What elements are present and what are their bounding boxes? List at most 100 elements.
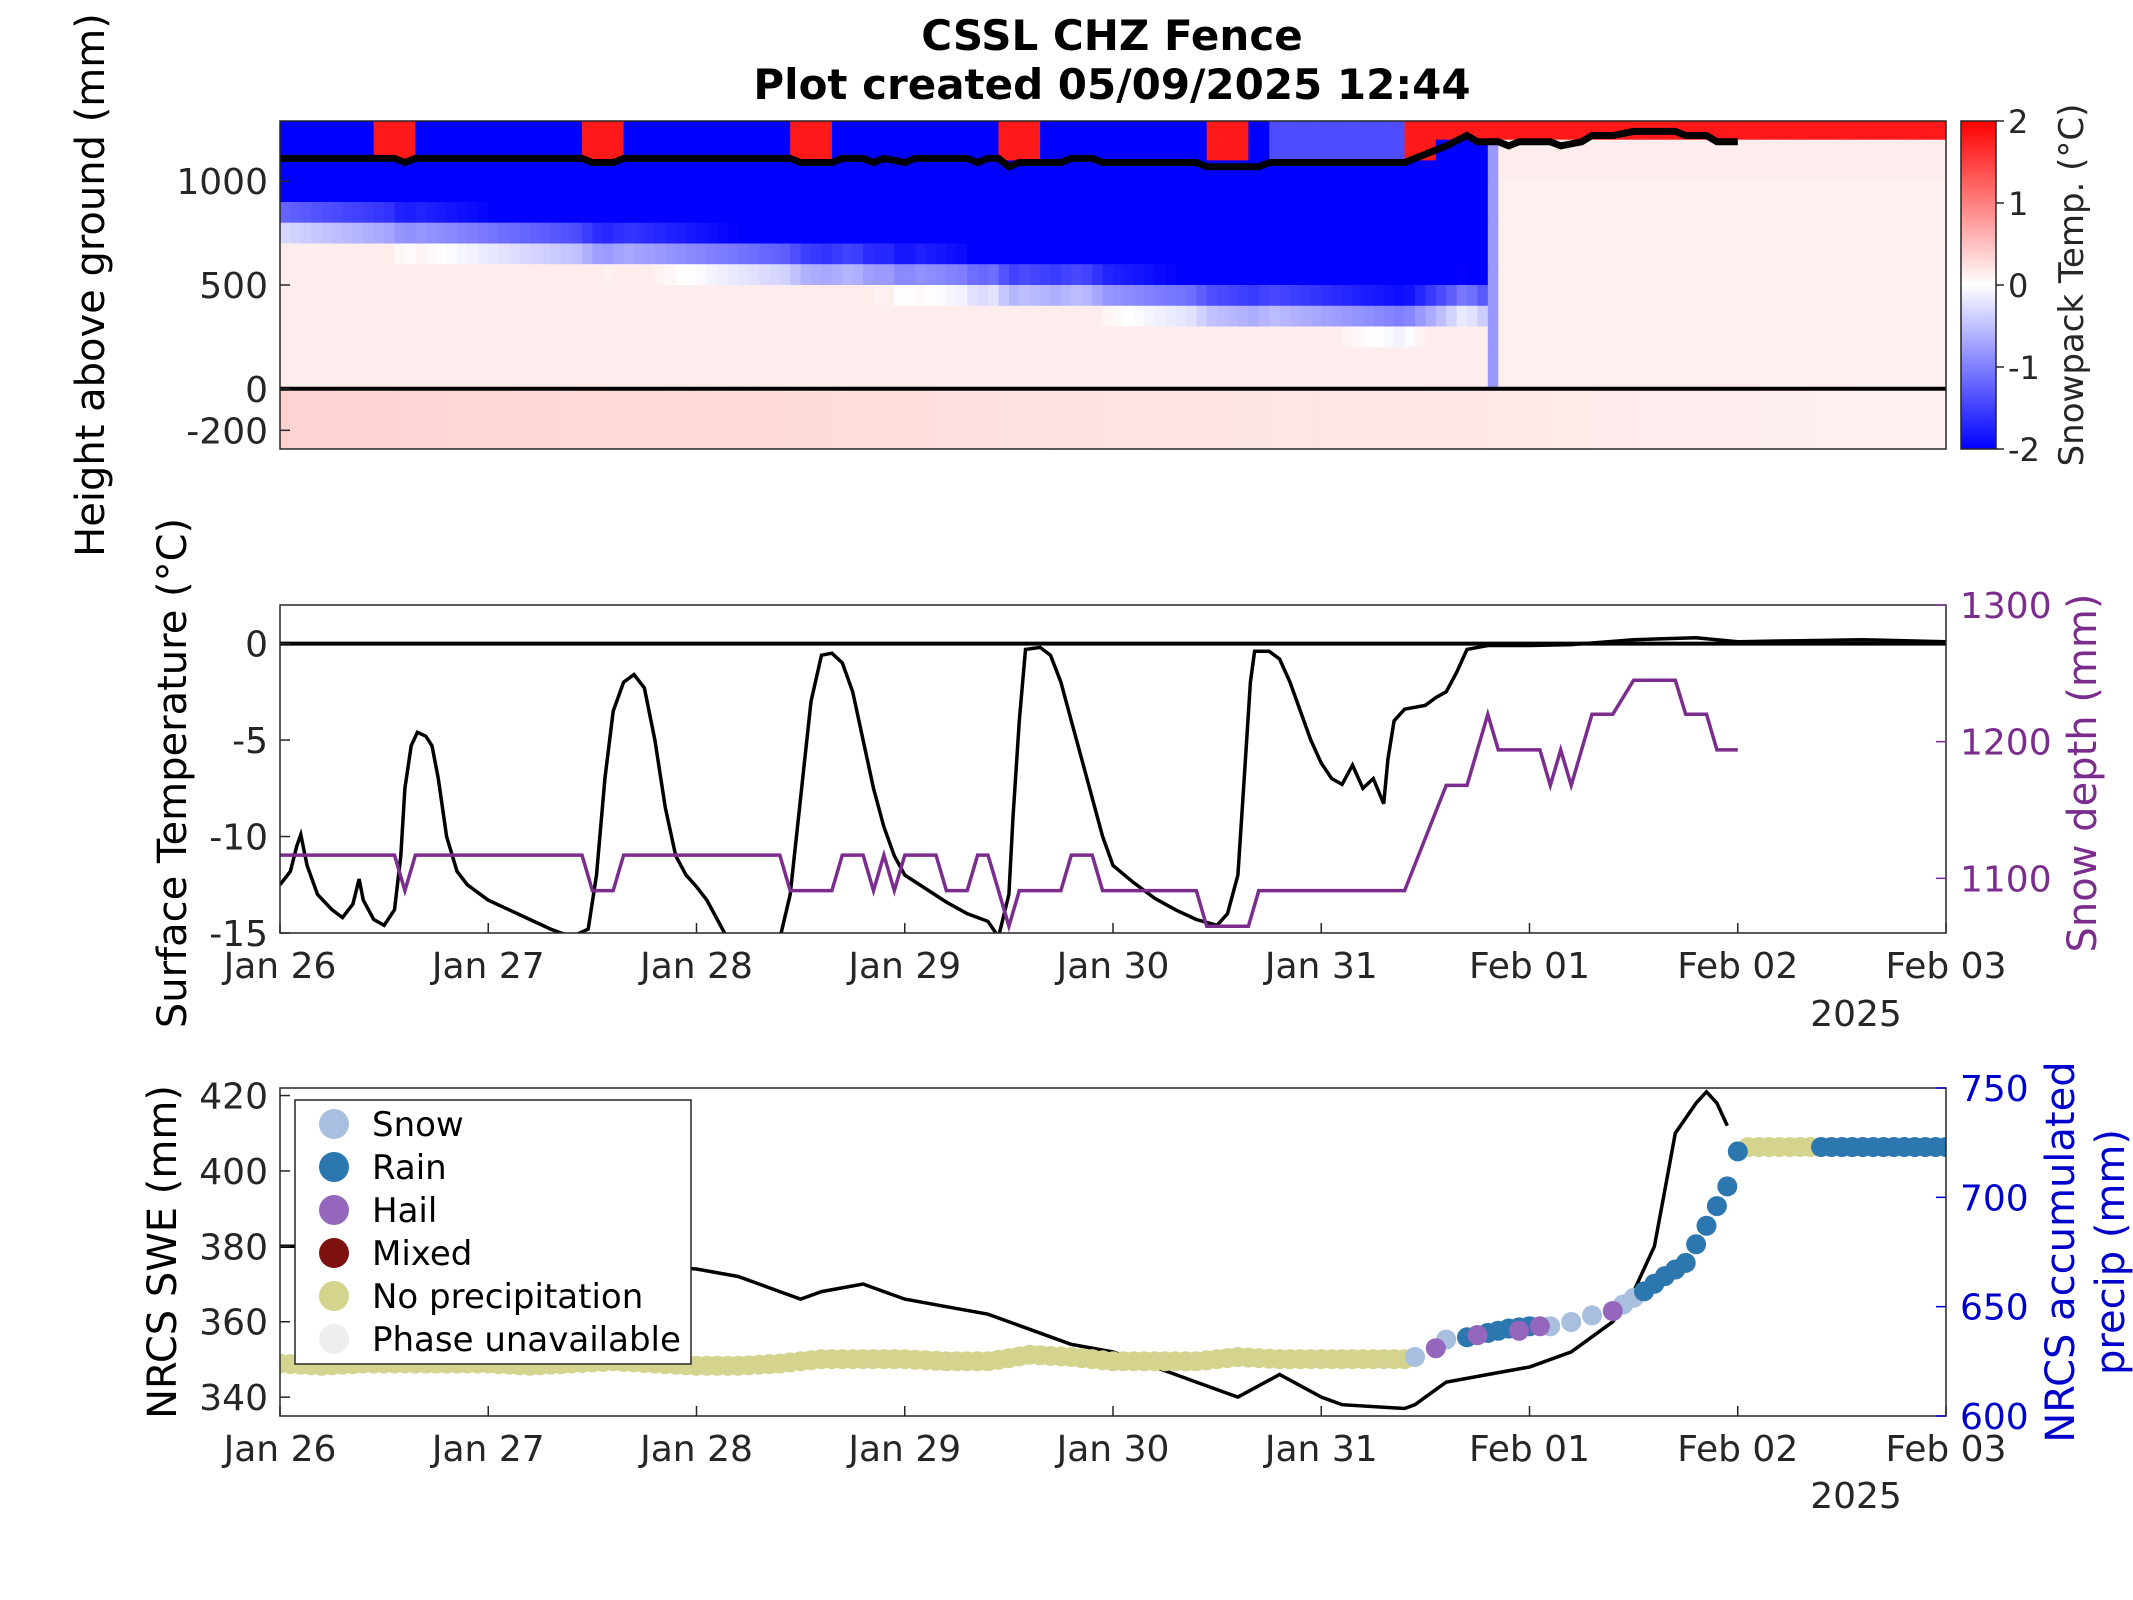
heatmap-cell <box>1779 368 1791 390</box>
heatmap-cell <box>738 222 750 245</box>
heatmap-cell <box>1779 139 1791 162</box>
heatmap-cell <box>509 432 521 449</box>
heatmap-cell <box>1113 243 1125 265</box>
heatmap-cell <box>748 411 760 433</box>
heatmap-cell <box>759 285 771 307</box>
heatmap-cell <box>1769 390 1781 413</box>
heatmap-cell <box>1716 181 1729 203</box>
heatmap-cell <box>1290 181 1302 203</box>
heatmap-cell <box>529 326 542 348</box>
heatmap-cell <box>436 181 448 203</box>
heatmap-cell <box>1342 181 1354 203</box>
heatmap-cell <box>404 326 417 348</box>
heatmap-cell <box>738 160 750 182</box>
heatmap-cell <box>1664 181 1677 203</box>
heatmap-cell <box>1508 347 1520 369</box>
heatmap-cell <box>1727 347 1739 369</box>
heatmap-cell <box>654 121 667 141</box>
heatmap-cell <box>1644 285 1656 307</box>
heatmap-cell <box>800 368 812 390</box>
heatmap-cell <box>1633 202 1645 224</box>
heatmap-cell <box>613 285 625 307</box>
heatmap-cell <box>904 390 916 413</box>
heatmap-cell <box>894 139 906 162</box>
heatmap-cell <box>311 347 323 369</box>
heatmap-cell <box>1373 347 1385 369</box>
heatmap-cell <box>1185 264 1198 286</box>
heatmap-cell <box>1165 390 1177 413</box>
heatmap-cell <box>1446 390 1458 413</box>
heatmap-cell <box>1362 202 1375 224</box>
heatmap-cell <box>1227 222 1239 245</box>
heatmap-cell <box>1425 243 1437 265</box>
heatmap-cell <box>1800 411 1812 433</box>
heatmap-cell <box>1571 243 1583 265</box>
heatmap-cell <box>1893 390 1906 413</box>
heatmap-cell <box>1196 222 1208 245</box>
heatmap-cell <box>1519 202 1531 224</box>
heatmap-cell <box>1602 411 1614 433</box>
heatmap-cell <box>644 285 656 307</box>
heatmap-cell <box>561 326 573 348</box>
heatmap-cell <box>311 432 323 449</box>
heatmap-cell <box>300 432 312 449</box>
heatmap-cell <box>717 181 729 203</box>
heatmap-cell <box>665 181 677 203</box>
heatmap-cell <box>457 181 469 203</box>
heatmap-cell <box>759 368 771 390</box>
heatmap-cell <box>1342 432 1354 449</box>
heatmap-cell <box>1498 222 1510 245</box>
heatmap-cell <box>1769 139 1781 162</box>
heatmap-cell <box>1821 347 1833 369</box>
heatmap-cell <box>1383 222 1395 245</box>
heatmap-cell <box>1383 121 1395 141</box>
heatmap-cell <box>915 285 927 307</box>
heatmap-cell <box>290 222 302 245</box>
heatmap-cell <box>675 432 687 449</box>
heatmap-cell <box>717 305 729 328</box>
heatmap-cell <box>1529 411 1541 433</box>
heatmap-cell <box>582 181 594 203</box>
heatmap-cell <box>1852 305 1864 328</box>
heatmap-cell <box>1560 368 1572 390</box>
heatmap-cell <box>1841 264 1854 286</box>
heatmap-cell <box>613 432 625 449</box>
heatmap-cell <box>1519 160 1531 182</box>
heatmap-cell <box>1477 432 1489 449</box>
heatmap-cell <box>883 368 896 390</box>
heatmap-cell <box>1113 181 1125 203</box>
heatmap-cell <box>1883 139 1895 162</box>
heatmap-cell <box>1904 347 1916 369</box>
heatmap-cell <box>1248 326 1260 348</box>
heatmap-cell <box>925 305 937 328</box>
heatmap-cell <box>1113 390 1125 413</box>
heatmap-cell <box>1789 368 1801 390</box>
heatmap-cell <box>613 390 625 413</box>
heatmap-cell <box>321 411 333 433</box>
heatmap-cell <box>623 285 635 307</box>
heatmap-cell <box>1904 305 1916 328</box>
heatmap-cell <box>592 222 604 245</box>
heatmap-cell <box>1873 390 1885 413</box>
heatmap-cell <box>1592 160 1604 182</box>
heatmap-cell <box>1008 432 1021 449</box>
heatmap-cell <box>1404 285 1416 307</box>
heatmap-cell <box>1425 160 1437 182</box>
heatmap-cell <box>1539 181 1552 203</box>
heatmap-cell <box>925 264 937 286</box>
heatmap-cell <box>1612 139 1624 162</box>
heatmap-cell <box>1716 305 1729 328</box>
heatmap-cell <box>1769 181 1781 203</box>
heatmap-cell <box>1612 390 1624 413</box>
heatmap-cell <box>821 390 833 413</box>
heatmap-cell <box>425 222 437 245</box>
heatmap-cell <box>779 305 791 328</box>
heatmap-cell <box>1508 181 1520 203</box>
heatmap-cell <box>467 264 479 286</box>
heatmap-cell <box>498 326 510 348</box>
heatmap-cell <box>342 121 354 141</box>
heatmap-cell <box>602 264 614 286</box>
heatmap-cell <box>1040 390 1052 413</box>
heatmap-cell <box>561 264 573 286</box>
heatmap-cell <box>800 285 812 307</box>
